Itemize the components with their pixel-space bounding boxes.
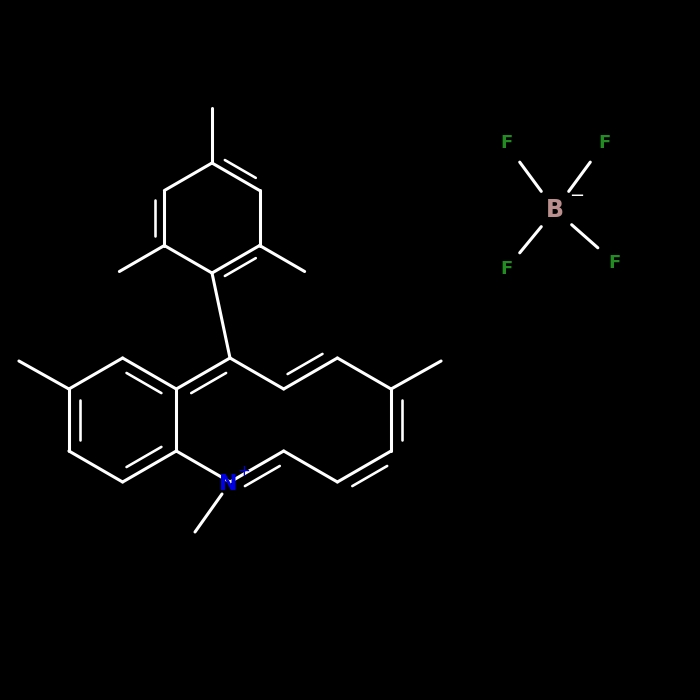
Text: F: F	[500, 260, 512, 279]
Text: +: +	[237, 465, 251, 480]
Text: F: F	[598, 134, 610, 153]
Text: B: B	[546, 198, 564, 222]
Text: N: N	[218, 474, 237, 494]
Text: F: F	[500, 134, 512, 153]
Text: −: −	[569, 187, 584, 205]
Text: F: F	[608, 253, 621, 272]
